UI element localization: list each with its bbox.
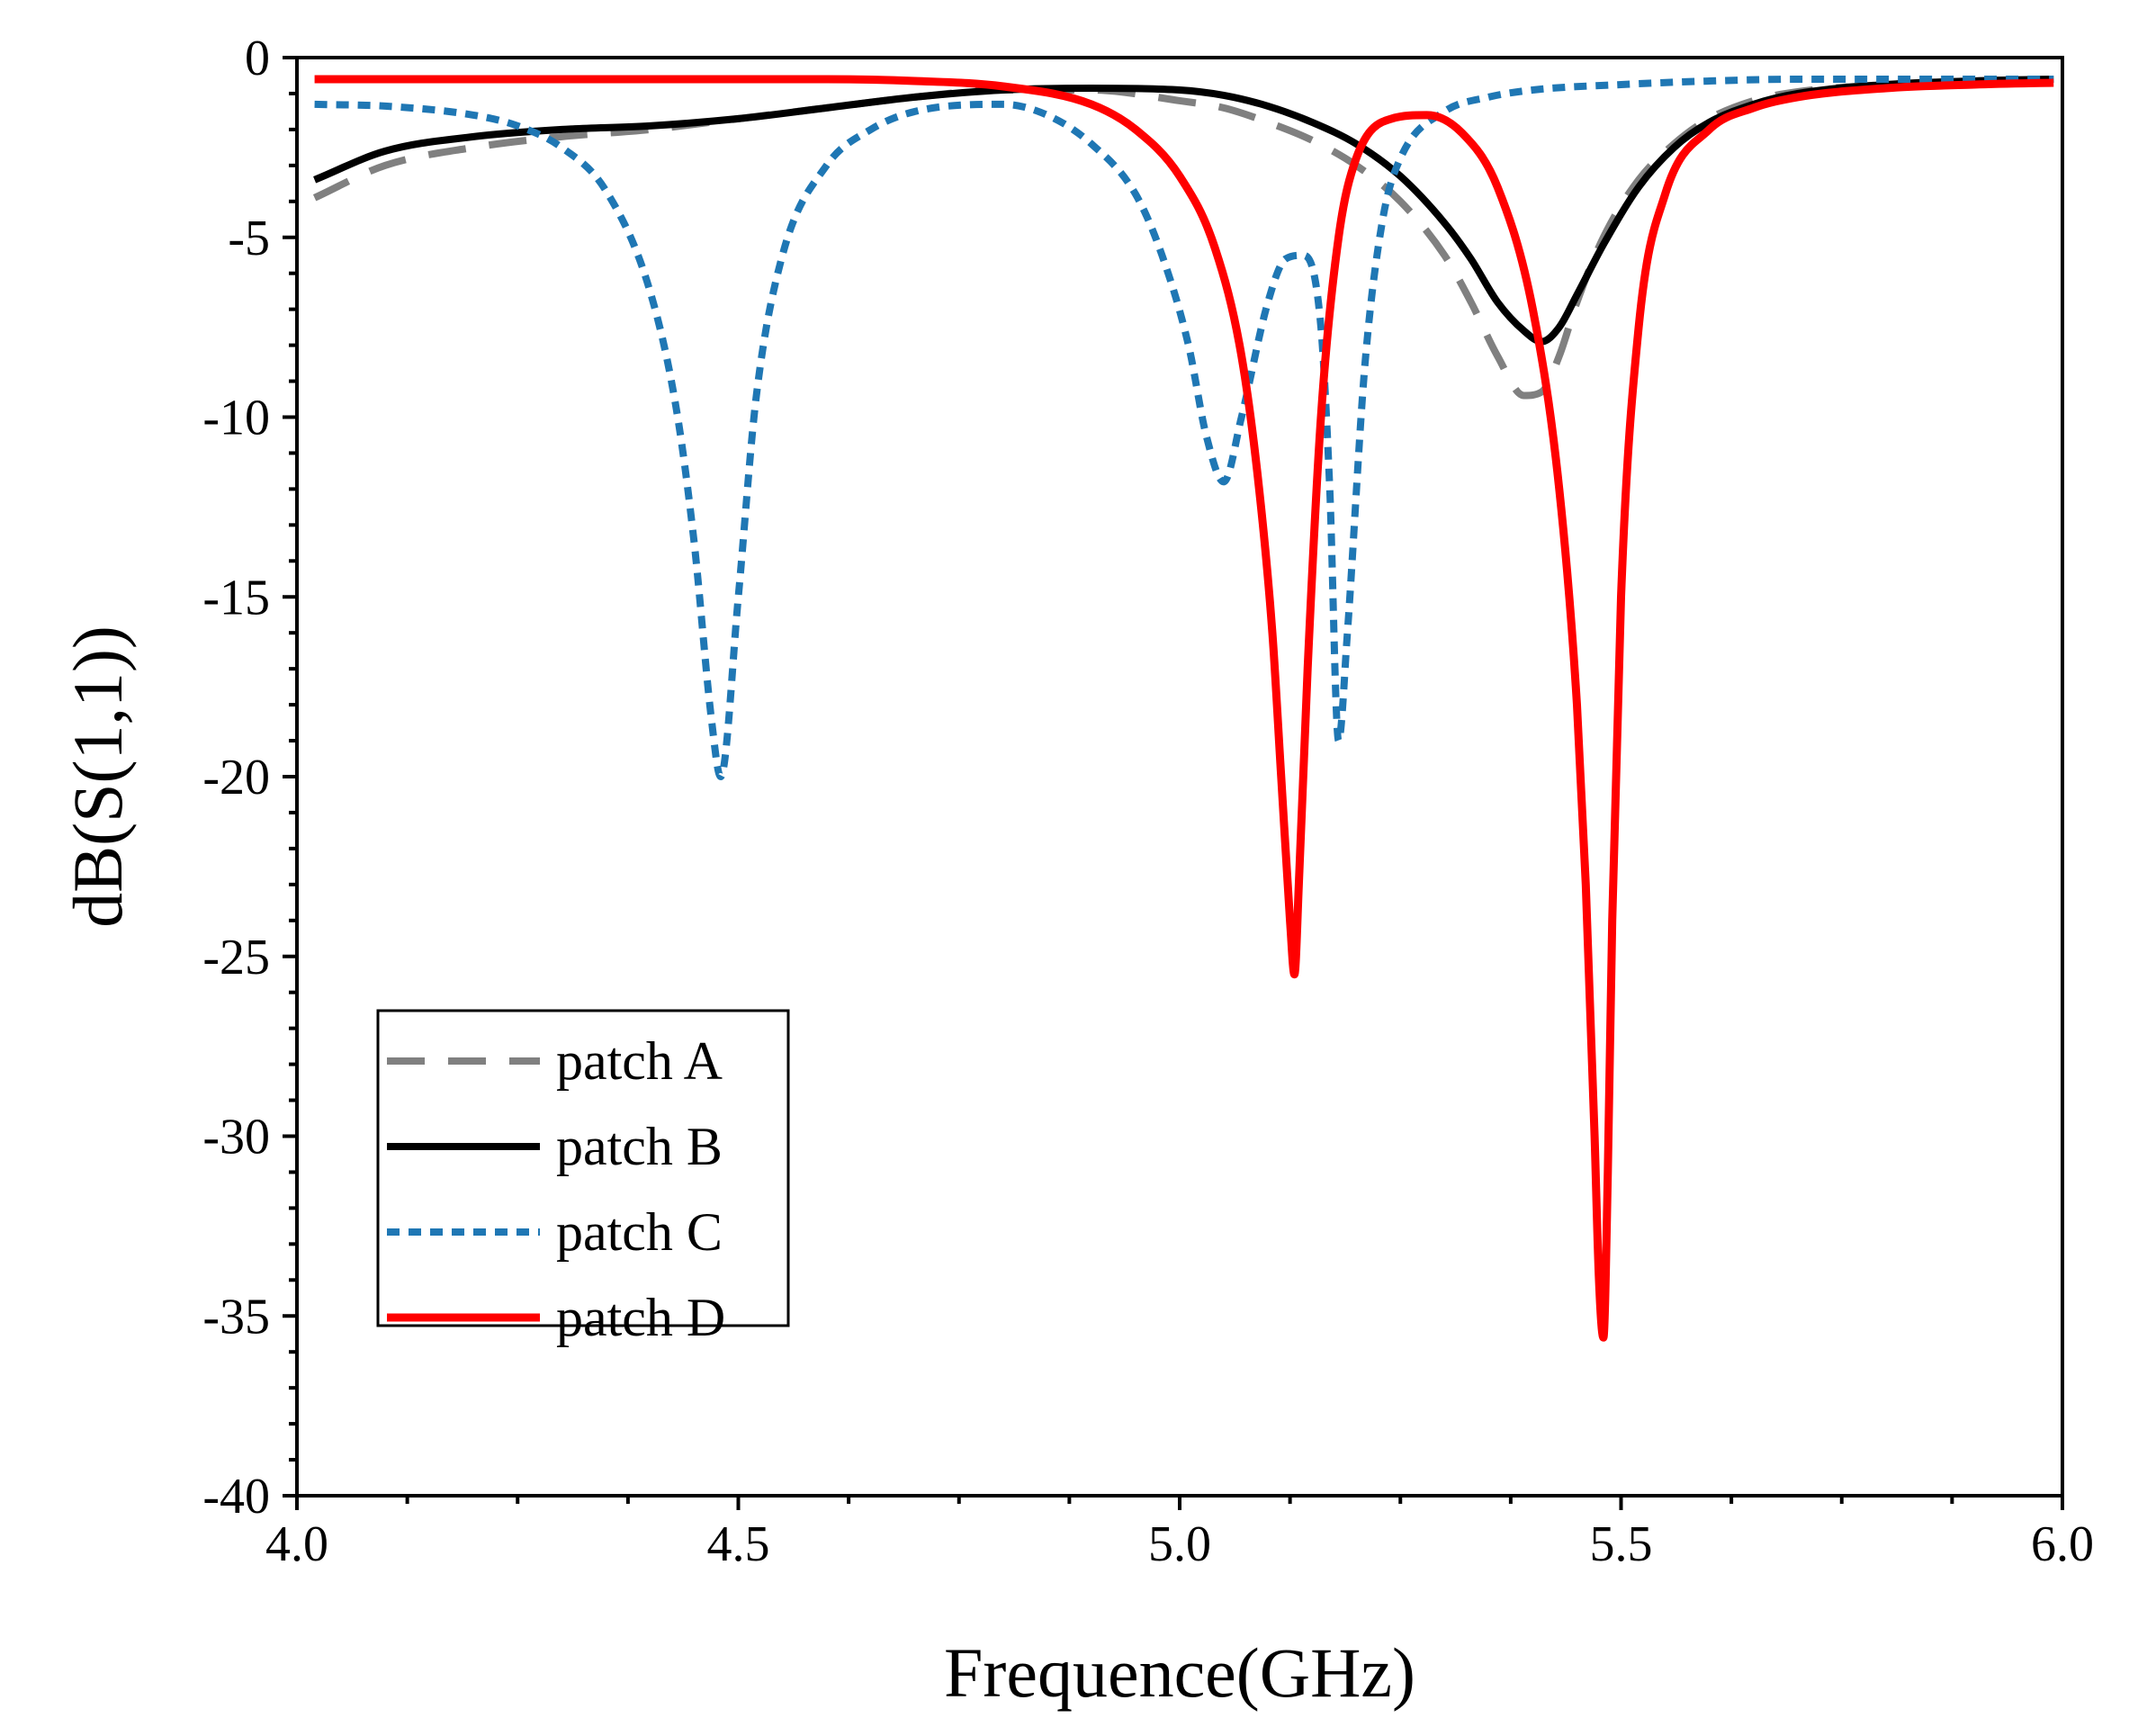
y-tick-label: -5 — [228, 211, 270, 266]
y-tick-label: -25 — [202, 930, 270, 985]
x-axis-title: Frequence(GHz) — [944, 1633, 1415, 1712]
x-tick-label: 4.0 — [265, 1516, 328, 1572]
x-tick-label: 5.5 — [1590, 1516, 1653, 1572]
legend-label-patch-d: patch D — [556, 1288, 725, 1347]
x-tick-label: 5.0 — [1148, 1516, 1211, 1572]
y-tick-label: -35 — [202, 1289, 270, 1345]
y-tick-label: -40 — [202, 1469, 270, 1525]
series-line-patch-a — [312, 76, 2054, 400]
series-line-patch-b — [313, 76, 2054, 346]
x-tick-label: 6.0 — [2031, 1516, 2094, 1572]
series-line-patch-d — [314, 75, 2054, 1342]
plot-series — [312, 75, 2054, 1342]
y-tick-label: 0 — [245, 31, 270, 86]
legend-label-patch-a: patch A — [556, 1031, 723, 1091]
series-line-patch-c — [314, 75, 2054, 780]
y-tick-label: -30 — [202, 1110, 270, 1165]
y-axis-title: dB(S(1,1)) — [58, 625, 137, 928]
y-tick-label: -10 — [202, 391, 270, 446]
legend: patch A patch B patch C patch D — [376, 1009, 790, 1347]
legend-label-patch-c: patch C — [556, 1202, 723, 1262]
axes: 4.0 4.5 5.0 5.5 6.0 0 -5 -10 -15 -20 -25 -30 -35 -40 — [202, 31, 2094, 1572]
legend-box — [376, 1009, 790, 1327]
legend-label-patch-b: patch B — [556, 1117, 723, 1176]
x-tick-label: 4.5 — [707, 1516, 770, 1572]
y-tick-label: -20 — [202, 750, 270, 805]
y-tick-label: -15 — [202, 570, 270, 625]
axis-labels: Frequence(GHz) dB(S(1,1)) — [58, 625, 1415, 1712]
